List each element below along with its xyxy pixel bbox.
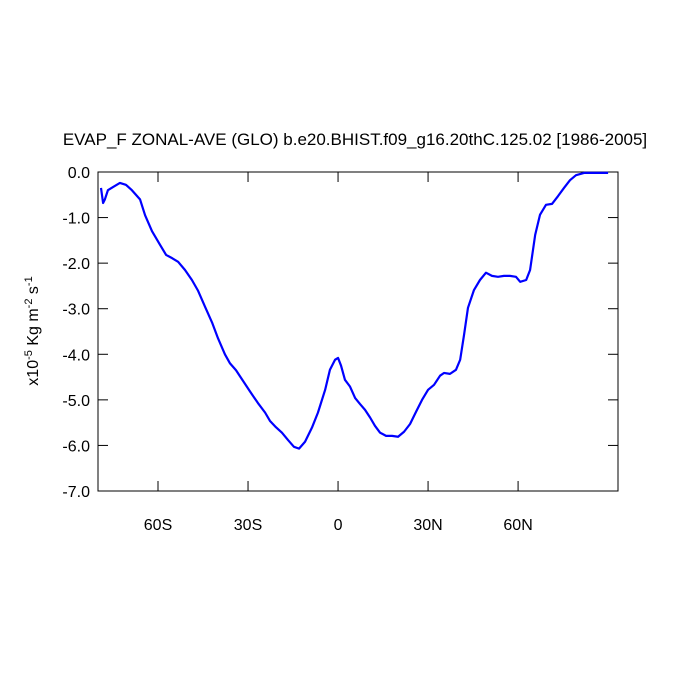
- y-tick-label: -4.0: [62, 347, 90, 364]
- y-tick-label: -6.0: [62, 438, 90, 455]
- y-axis-label-part: -5: [23, 350, 35, 360]
- y-axis-label-part: -1: [23, 276, 35, 286]
- y-tick-label: 0.0: [68, 165, 90, 182]
- x-tick-label: 0: [334, 517, 343, 534]
- y-axis-label: x10-5 Kg m-2 s-1: [23, 276, 42, 385]
- y-tick-label: -5.0: [62, 393, 90, 410]
- y-axis-label-part: x10: [25, 360, 42, 386]
- x-tick-label: 60N: [503, 517, 532, 534]
- y-axis-label-part: Kg m: [25, 308, 42, 350]
- x-tick-label: 30N: [413, 517, 442, 534]
- chart-title: EVAP_F ZONAL-AVE (GLO) b.e20.BHIST.f09_g…: [63, 130, 647, 149]
- data-line: [99, 171, 609, 450]
- y-axis-label-part: -2: [23, 299, 35, 309]
- y-tick-label: -2.0: [62, 256, 90, 273]
- y-tick-label: -3.0: [62, 302, 90, 319]
- y-tick-label: -7.0: [62, 484, 90, 501]
- x-tick-label: 30S: [234, 517, 262, 534]
- x-tick-label: 60S: [144, 517, 172, 534]
- plot-frame: [97, 171, 619, 492]
- y-axis-label-part: s: [25, 286, 42, 298]
- y-tick-label: -1.0: [62, 211, 90, 228]
